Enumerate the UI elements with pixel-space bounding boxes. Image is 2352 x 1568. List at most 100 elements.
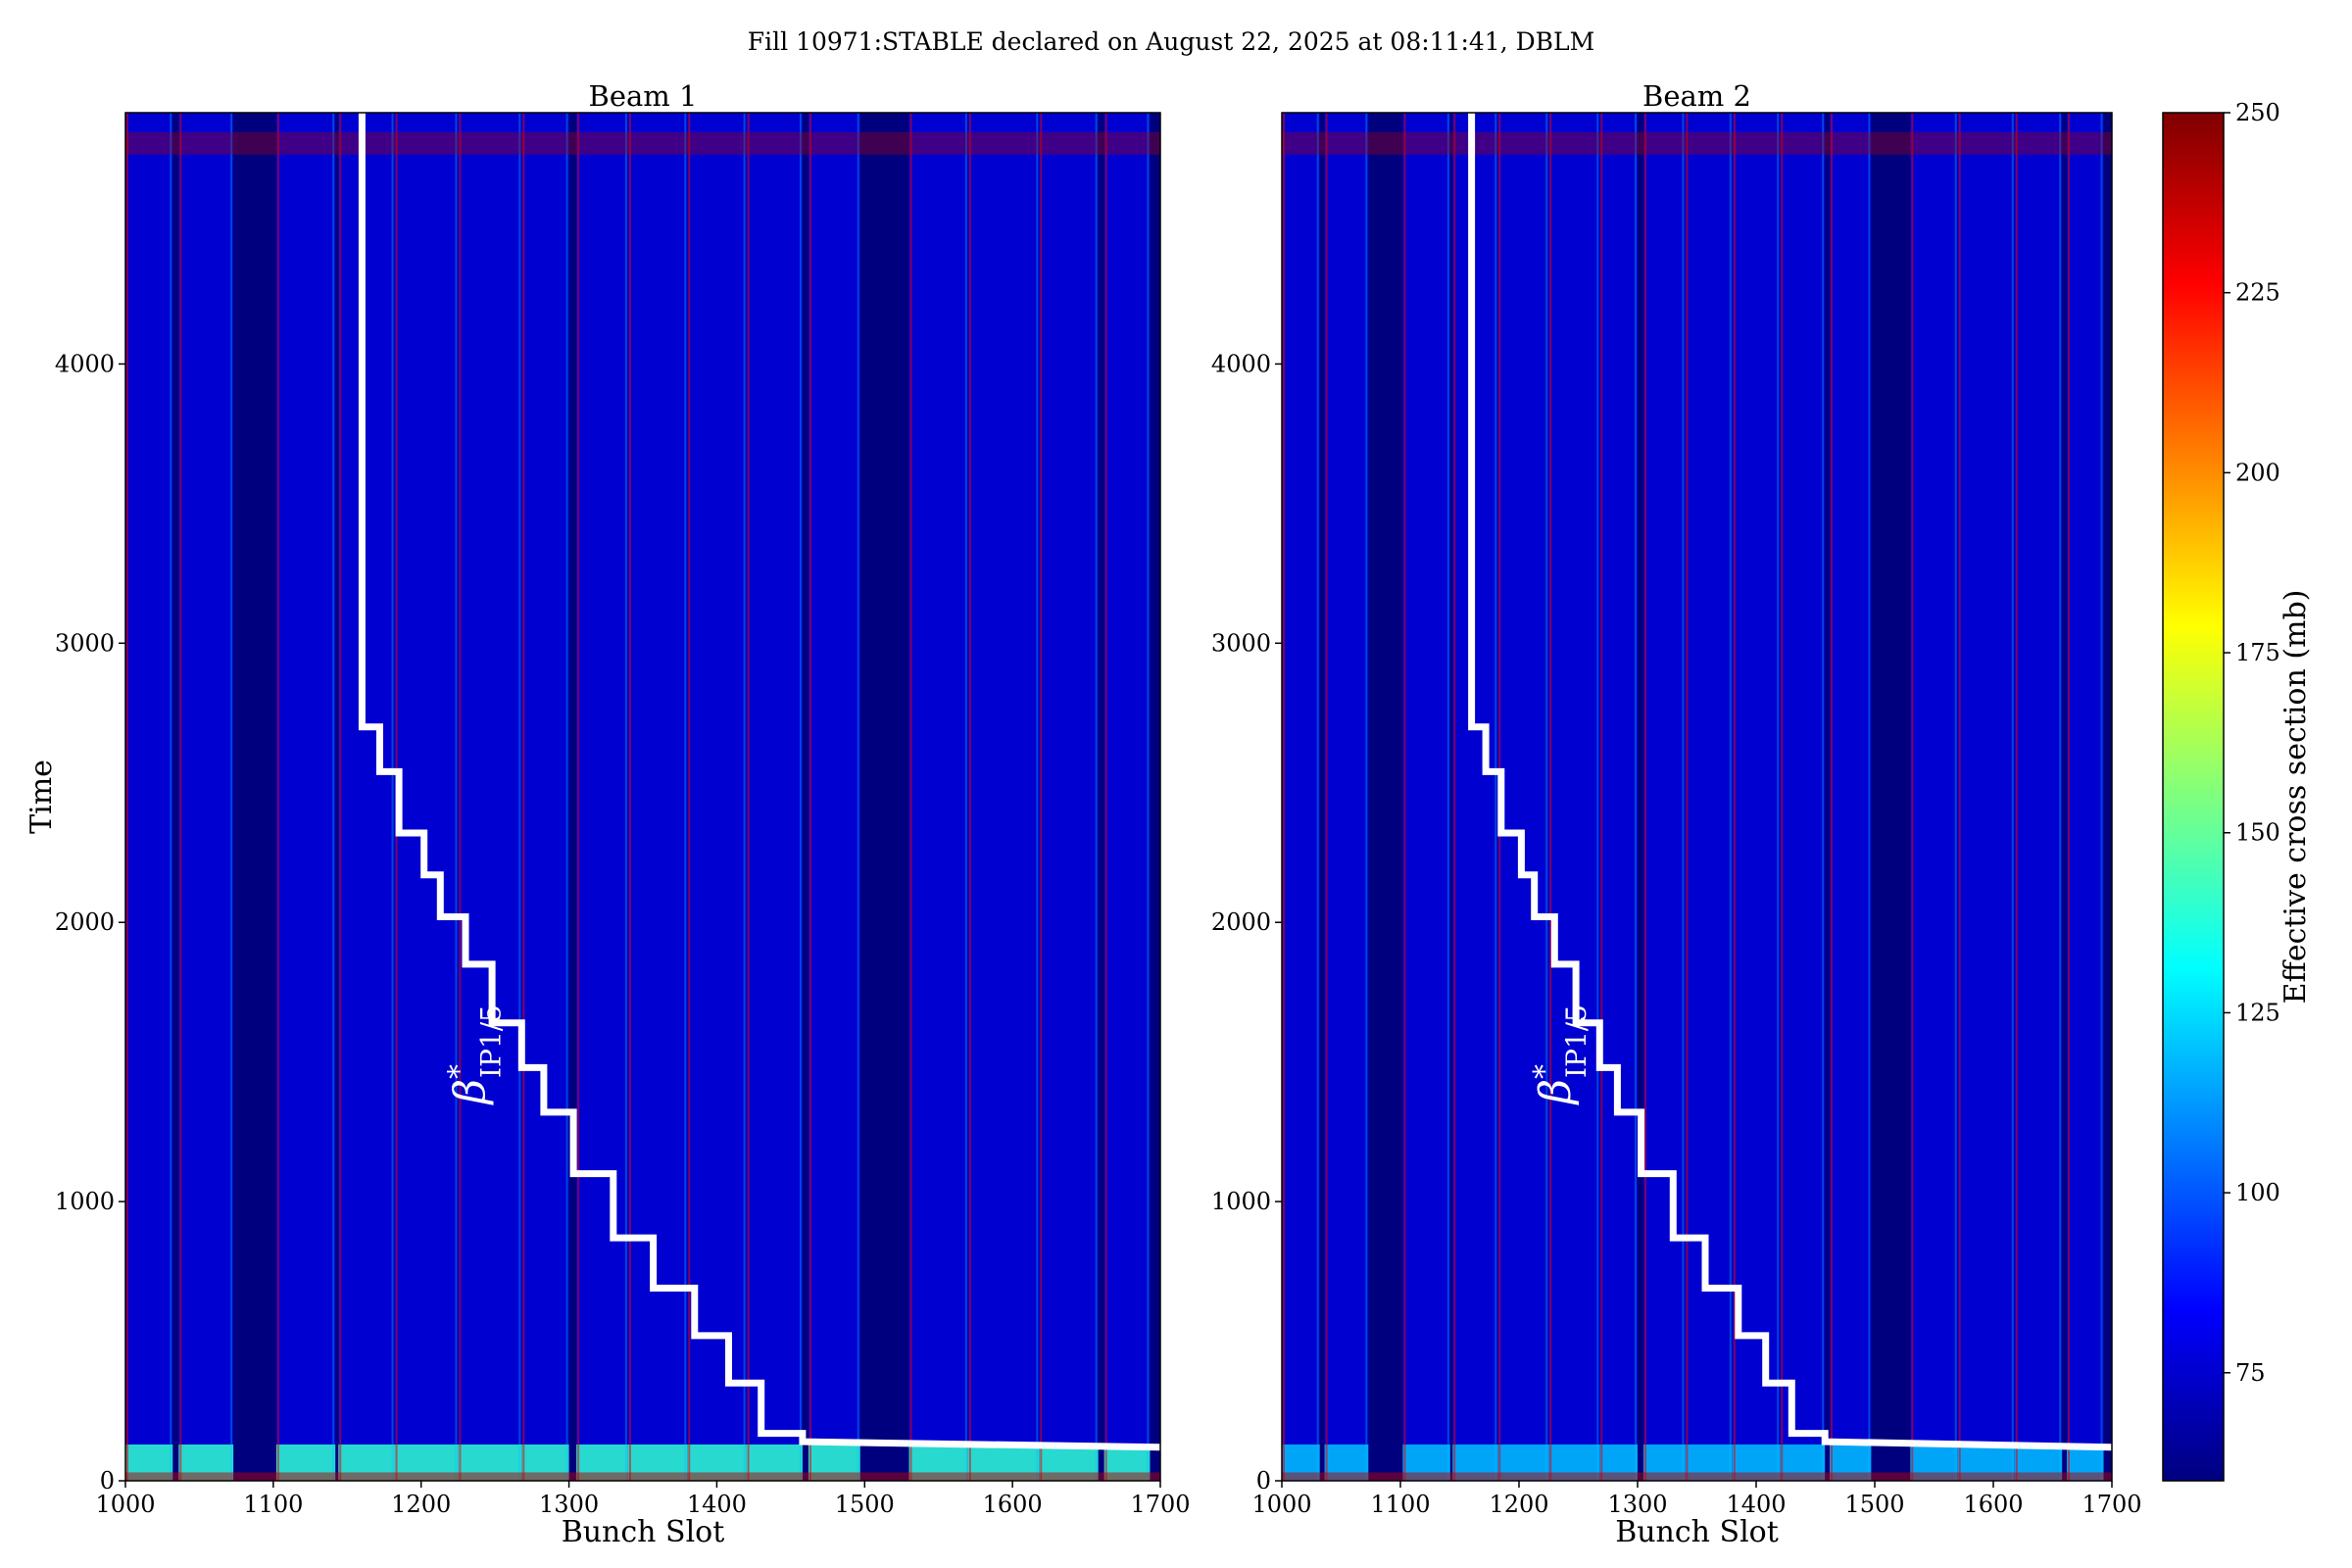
beam-1-panel: β*IP1/5 Beam 1 1000 1100 1200 1300 1400 1500 160… xyxy=(24,79,1191,1549)
heatmap-bunch-train xyxy=(576,113,628,1481)
heatmap-train-tail xyxy=(743,113,746,1481)
x-tick-label: 1600 xyxy=(1963,1491,2023,1518)
heatmap-train-tail xyxy=(1682,113,1685,1481)
heatmap-plot-area: β*IP1/5 xyxy=(1282,113,2112,1481)
heatmap-train-tail xyxy=(1494,113,1497,1481)
heatmap-bottom-band xyxy=(125,1472,1160,1481)
heatmap-train-tail xyxy=(1095,113,1098,1481)
heatmap-train-edge xyxy=(909,113,912,1481)
heatmap-train-tail xyxy=(1147,113,1150,1481)
heatmap-bunch-train xyxy=(1780,113,1826,1481)
heatmap-train-tail xyxy=(455,113,458,1481)
heatmap-bunch-train xyxy=(908,113,968,1481)
x-tick-label: 1200 xyxy=(391,1491,451,1518)
heatmap-train-tail xyxy=(518,113,521,1481)
y-tick-label: 3000 xyxy=(1211,629,1271,657)
heatmap-train-tail xyxy=(1635,113,1637,1481)
heatmap-train-tail xyxy=(1822,113,1825,1481)
beta-star-step-line xyxy=(1468,113,2112,1451)
heatmap-bunch-train xyxy=(808,113,860,1481)
beam-2-panel: β*IP1/5 Beam 2 1000 1100 1200 1300 1400 1500 160… xyxy=(1211,79,2142,1549)
heatmap-train-tail xyxy=(1446,113,1449,1481)
beta-star: * xyxy=(1528,1064,1562,1079)
heatmap-train-edge xyxy=(126,113,128,1481)
heatmap-train-edge xyxy=(459,113,462,1481)
heatmap-bunch-train xyxy=(1643,113,1686,1481)
x-tick-label: 1500 xyxy=(835,1491,895,1518)
heatmap-train-edge xyxy=(747,113,750,1481)
heatmap-train-tail xyxy=(1868,113,1871,1481)
colorbar-tick-label: 250 xyxy=(2235,99,2280,126)
heatmap-bunch-train xyxy=(394,113,459,1481)
x-tick-label: 1400 xyxy=(1726,1491,1786,1518)
heatmap-bunch-train xyxy=(125,113,173,1481)
colorbar-scale xyxy=(2162,112,2225,1482)
heatmap-bunch-train xyxy=(627,113,688,1481)
heatmap-train-edge xyxy=(577,113,580,1481)
y-tick-label: 0 xyxy=(1256,1467,1271,1494)
y-tick-label: 0 xyxy=(100,1467,115,1494)
heatmap-train-tail xyxy=(1954,113,1957,1481)
x-axis-label: Bunch Slot xyxy=(562,1515,725,1549)
heatmap-train-edge xyxy=(628,113,631,1481)
heatmap-train-edge xyxy=(1403,113,1406,1481)
panel-title: Beam 1 xyxy=(589,79,698,113)
heatmap-train-tail xyxy=(1316,113,1319,1481)
x-axis-label: Bunch Slot xyxy=(1615,1515,1779,1549)
heatmap-bunch-train xyxy=(1830,113,1872,1481)
beta-star: * xyxy=(443,1064,477,1079)
heatmap-train-edge xyxy=(276,113,279,1481)
heatmap-train-edge xyxy=(1283,113,1285,1481)
heatmap-train-tail xyxy=(391,113,394,1481)
heatmap-bunch-train xyxy=(178,113,234,1481)
y-tick-label: 3000 xyxy=(55,629,115,657)
x-tick-label: 1000 xyxy=(95,1491,155,1518)
heatmap-train-edge xyxy=(339,113,342,1481)
heatmap-train-tail xyxy=(857,113,859,1481)
heatmap-train-edge xyxy=(1781,113,1784,1481)
plot-frame xyxy=(1281,112,2113,1482)
heatmap-train-edge xyxy=(1040,113,1043,1481)
x-tick-label: 1100 xyxy=(1370,1491,1430,1518)
heatmap-bunch-train xyxy=(521,113,569,1481)
heatmap-bunch-train xyxy=(338,113,395,1481)
heatmap-train-tail xyxy=(684,113,687,1481)
heatmap-train-tail xyxy=(1036,113,1039,1481)
colorbar: 75 100 125 150 175 200 225 250 Effective cross … xyxy=(2162,99,2313,1482)
heatmap-train-edge xyxy=(1958,113,1961,1481)
heatmap-train-edge xyxy=(688,113,691,1481)
heatmap-train-tail xyxy=(964,113,967,1481)
heatmap-bunch-train xyxy=(2014,113,2063,1481)
heatmap-train-edge xyxy=(808,113,811,1481)
x-tick-label: 1300 xyxy=(539,1491,599,1518)
heatmap-train-tail xyxy=(2011,113,2014,1481)
beta-symbol: β xyxy=(446,1079,496,1105)
colorbar-tick-label: 225 xyxy=(2235,279,2280,307)
heatmap-train-tail xyxy=(1545,113,1548,1481)
y-tick-label: 2000 xyxy=(1211,908,1271,936)
heatmap-train-tail xyxy=(565,113,568,1481)
heatmap-train-edge xyxy=(1733,113,1736,1481)
heatmap-bunch-train xyxy=(967,113,1040,1481)
x-tick-label: 1700 xyxy=(2082,1491,2141,1518)
heatmap-train-edge xyxy=(1911,113,1914,1481)
y-tick-label: 2000 xyxy=(55,908,115,936)
heatmap-top-band xyxy=(125,131,1160,155)
panel-title: Beam 2 xyxy=(1642,79,1751,113)
x-tick-label: 1100 xyxy=(243,1491,303,1518)
figure-title: Fill 10971:STABLE declared on August 22,… xyxy=(748,27,1594,56)
heatmap-train-edge xyxy=(1104,113,1107,1481)
heatmap-bunch-train xyxy=(1957,113,2015,1481)
x-tick-label: 1200 xyxy=(1489,1491,1548,1518)
y-tick-label: 1000 xyxy=(55,1188,115,1215)
x-tick-label: 1000 xyxy=(1251,1491,1311,1518)
heatmap-train-edge xyxy=(1549,113,1552,1481)
heatmap-train-tail xyxy=(332,113,335,1481)
heatmap-bunch-train xyxy=(2067,113,2104,1481)
colorbar-tick-label: 200 xyxy=(2235,459,2280,486)
beta-subscript: IP1/5 xyxy=(1560,1004,1592,1078)
colorbar-tick-label: 75 xyxy=(2235,1359,2266,1387)
y-tick-label: 4000 xyxy=(1211,350,1271,377)
x-tick-label: 1500 xyxy=(1844,1491,1904,1518)
heatmap-train-tail xyxy=(1365,113,1368,1481)
